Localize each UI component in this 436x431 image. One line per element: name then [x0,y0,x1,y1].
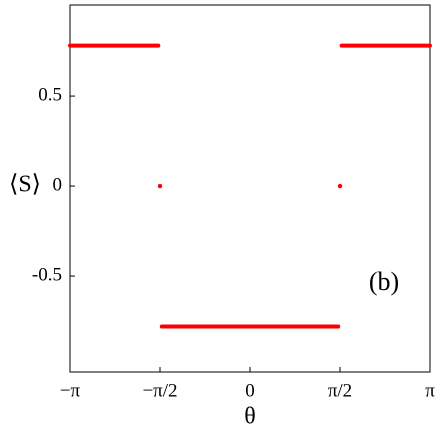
data-point [157,183,163,189]
y-axis-label: ⟨S⟩ [9,172,41,198]
x-tick-label: −π [60,380,81,401]
y-tick-label: 0.5 [38,84,62,105]
x-tick-label: −π/2 [142,380,177,401]
data-point [337,183,343,189]
x-tick-label: π/2 [328,380,352,401]
plot-frame [69,4,431,373]
y-tick-label: -0.5 [32,264,62,285]
x-tick-label: 0 [245,380,255,401]
x-tick-label: π [425,380,435,401]
annotation: (b) [369,267,399,296]
x-axis-label: θ [244,404,256,430]
y-tick-label: 0 [53,174,63,195]
